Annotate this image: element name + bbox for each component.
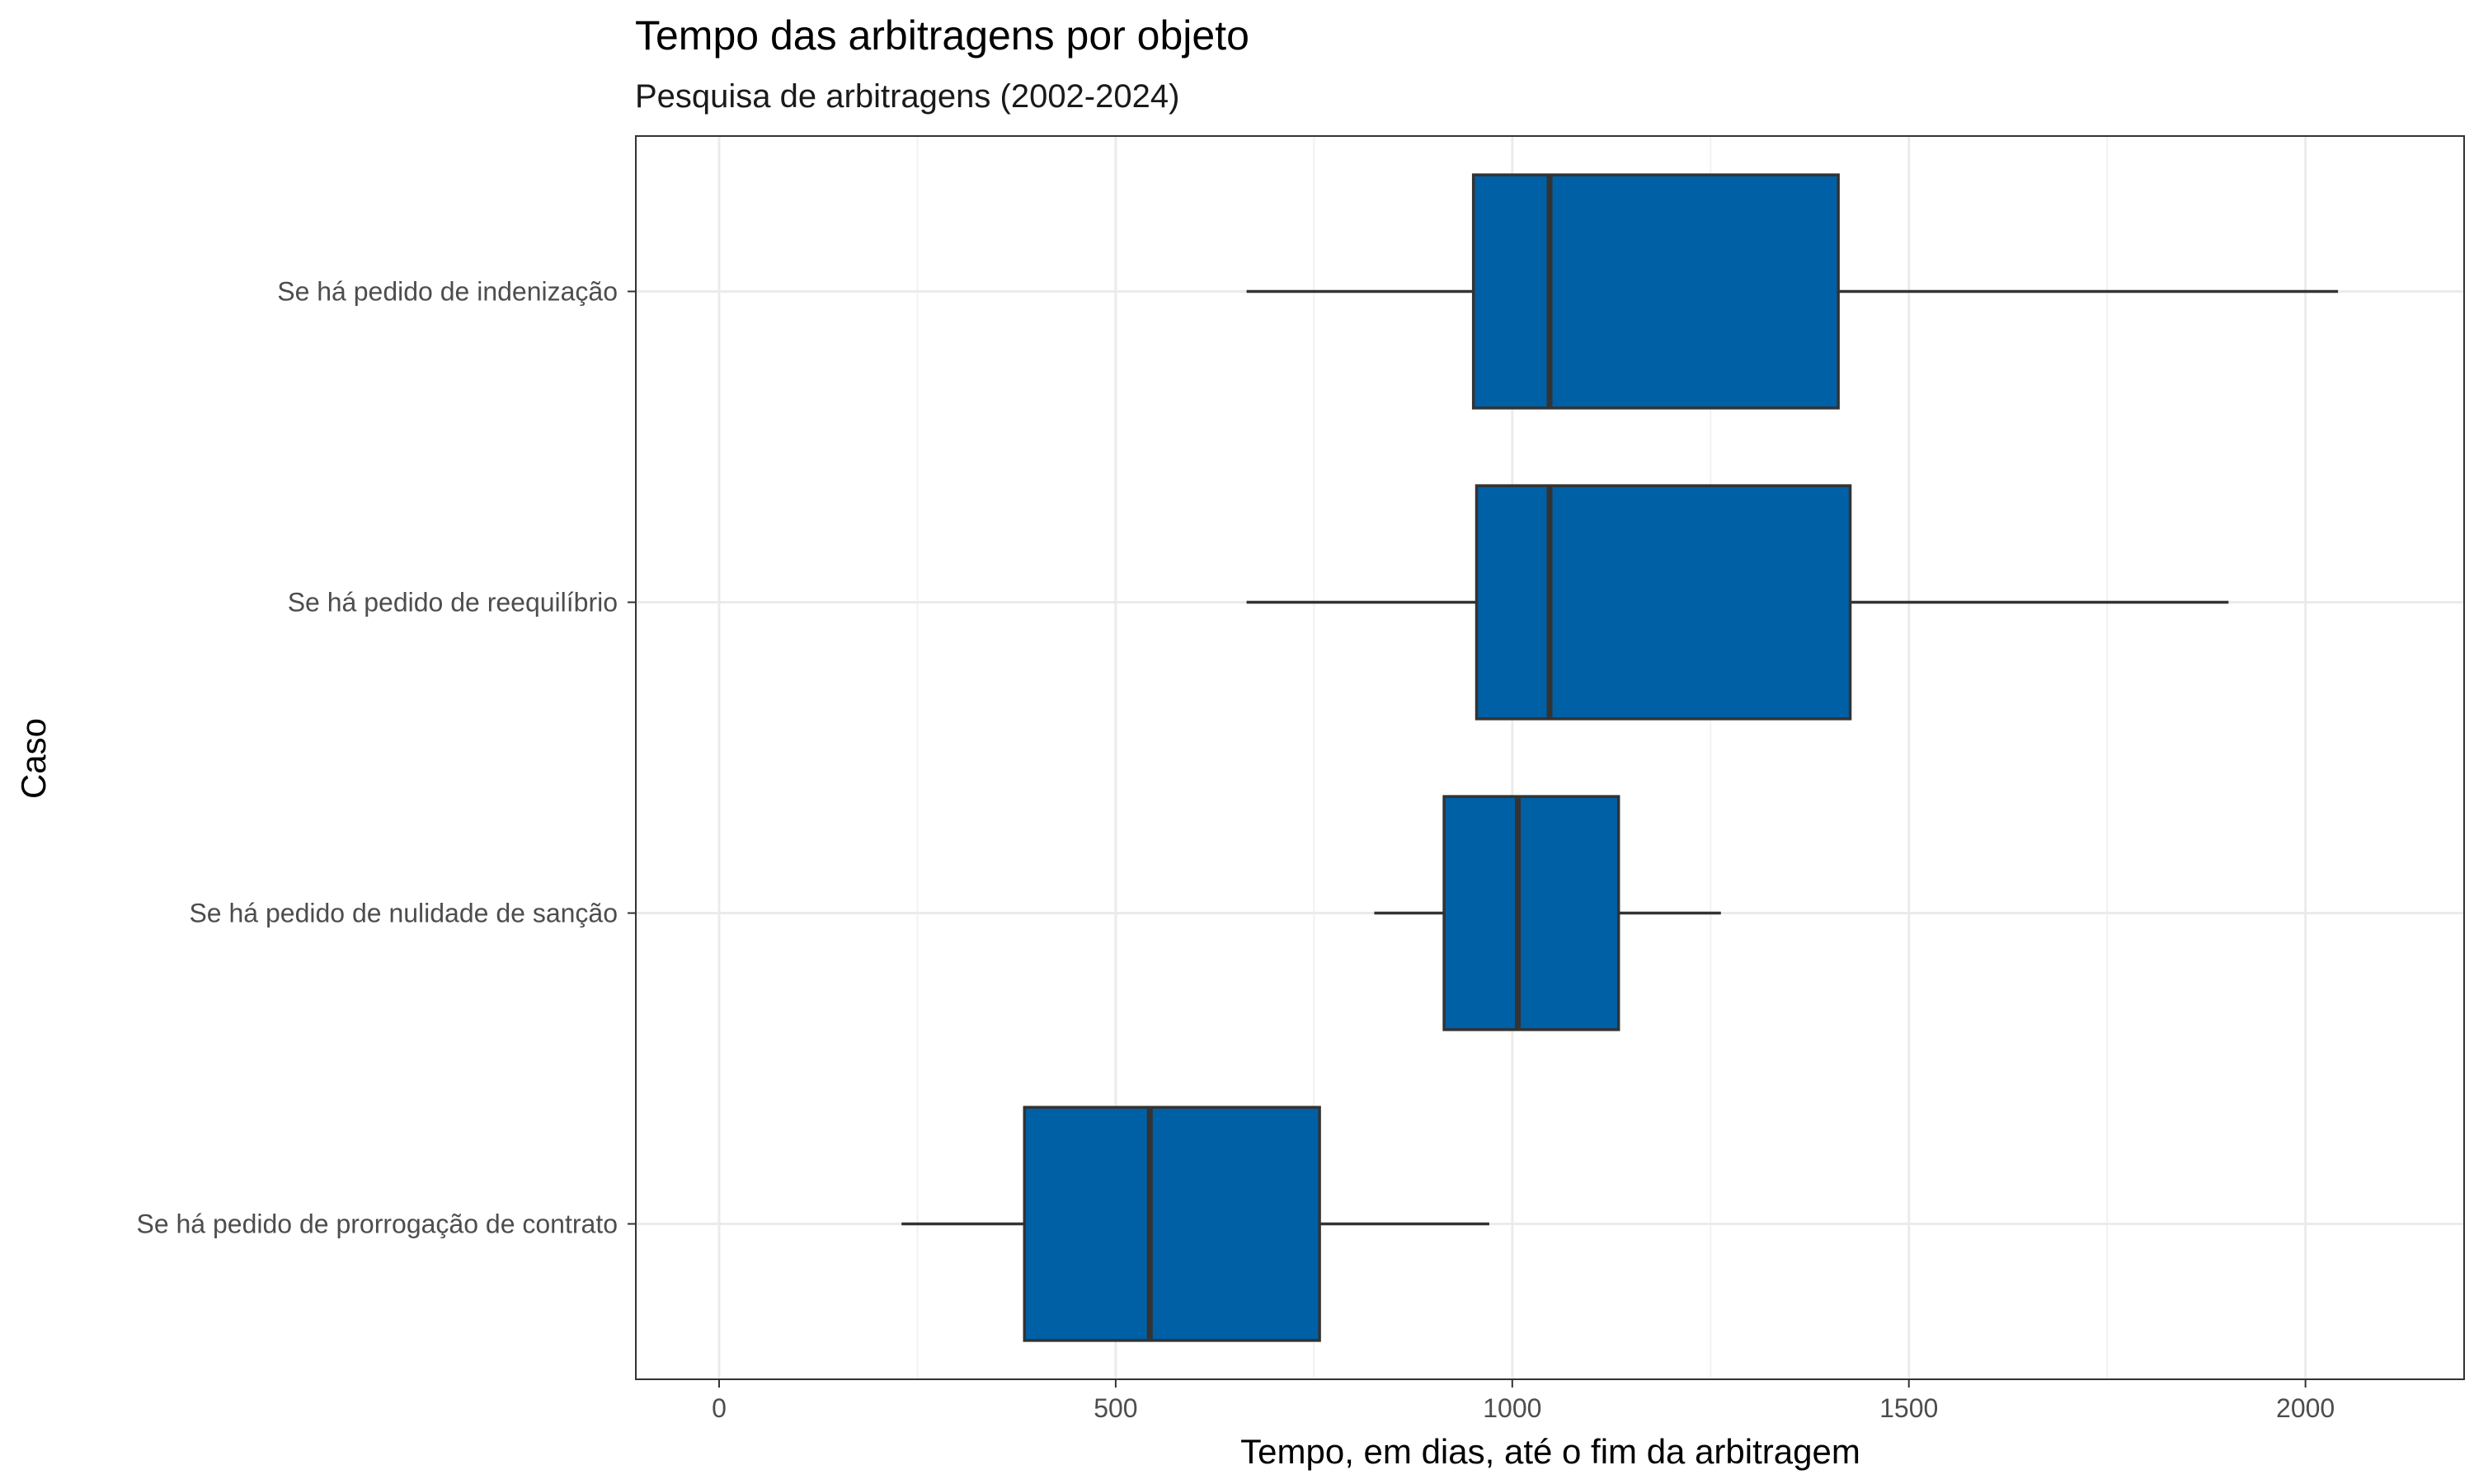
box-series bbox=[901, 173, 2339, 1342]
x-axis-title: Tempo, em dias, até o fim da arbitragem bbox=[1240, 1432, 1860, 1471]
y-tick-label: Se há pedido de prorrogação de contrato bbox=[136, 1209, 618, 1239]
y-tick-label: Se há pedido de nulidade de sanção bbox=[189, 899, 618, 928]
x-tick-label: 1000 bbox=[1483, 1393, 1541, 1423]
x-tick-label: 1500 bbox=[1879, 1393, 1938, 1423]
chart-title: Tempo das arbitragens por objeto bbox=[635, 12, 1249, 59]
chart-subtitle: Pesquisa de arbitragens (2002-2024) bbox=[635, 78, 1179, 115]
y-tick-label: Se há pedido de reequilíbrio bbox=[288, 588, 618, 618]
box-item bbox=[901, 1106, 1489, 1342]
y-axis-title: Caso bbox=[14, 718, 53, 799]
box-item bbox=[1374, 795, 1721, 1031]
plot-panel-border bbox=[635, 135, 2465, 1380]
box-iqr bbox=[1471, 173, 1840, 410]
x-tick-label: 2000 bbox=[2276, 1393, 2335, 1423]
x-tick-label: 500 bbox=[1094, 1393, 1137, 1423]
box-item bbox=[1246, 484, 2229, 721]
x-axis-ticks: 0 500 1000 1500 2000 bbox=[712, 1379, 2335, 1423]
x-tick-label: 0 bbox=[712, 1393, 727, 1423]
y-axis-ticks: Se há pedido de indenização Se há pedido … bbox=[136, 277, 636, 1239]
box-iqr bbox=[1023, 1106, 1321, 1342]
y-tick-label: Se há pedido de indenização bbox=[277, 277, 618, 307]
box-item bbox=[1246, 173, 2339, 410]
box-iqr bbox=[1442, 795, 1620, 1031]
box-iqr bbox=[1475, 484, 1852, 721]
